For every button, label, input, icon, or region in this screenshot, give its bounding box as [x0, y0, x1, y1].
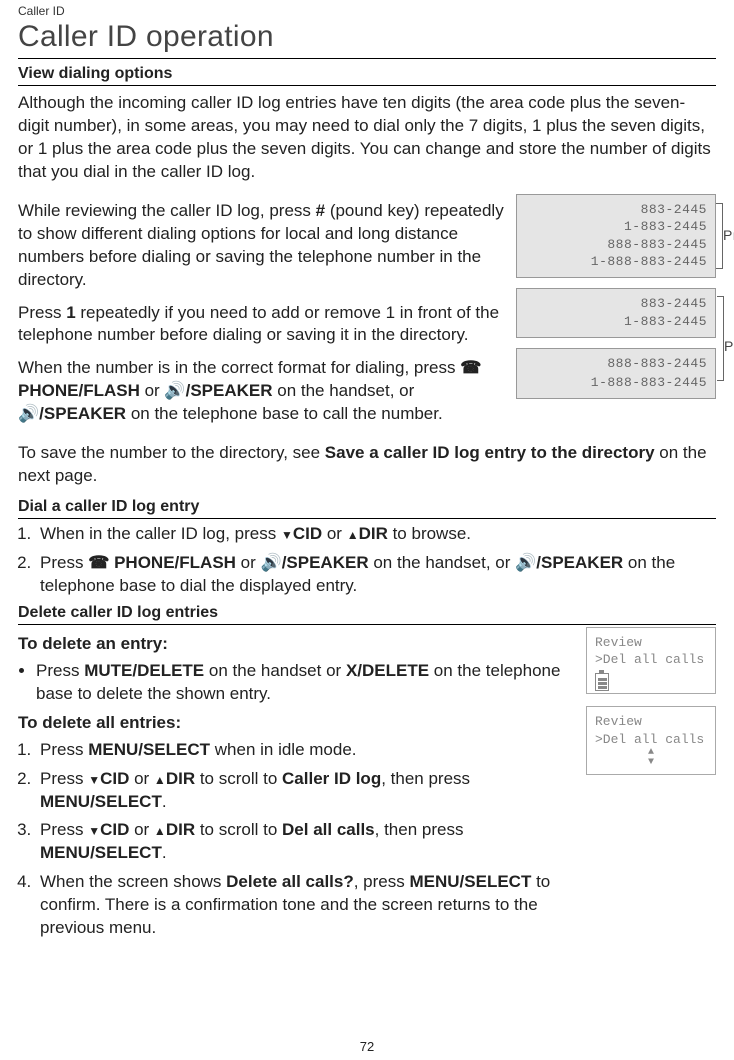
delall-step-1: Press MENU/SELECT when in idle mode.: [36, 739, 576, 762]
lcd-line: 883-2445: [525, 201, 707, 219]
sub-delete-all: To delete all entries:: [18, 712, 576, 735]
up-arrow-icon: ▲: [154, 773, 166, 787]
para-dial: When the number is in the correct format…: [18, 357, 506, 426]
lcd-line: >Del all calls: [595, 731, 707, 749]
delete-one-list: Press MUTE/DELETE on the handset or X/DE…: [18, 660, 576, 706]
lcd-line: Review: [595, 713, 707, 731]
delall-step-3: Press ▼CID or ▲DIR to scroll to Del all …: [36, 819, 576, 865]
up-arrow-icon: ▲: [347, 528, 359, 542]
up-arrow-icon: ▲: [154, 824, 166, 838]
down-arrow-icon: ▼: [88, 824, 100, 838]
speaker-icon: 🔊: [18, 404, 39, 423]
delete-all-steps: Press MENU/SELECT when in idle mode. Pre…: [18, 739, 576, 941]
para-save: To save the number to the directory, see…: [18, 442, 716, 488]
speaker-icon: 🔊: [164, 381, 185, 400]
delete-one-bullet: Press MUTE/DELETE on the handset or X/DE…: [36, 660, 576, 706]
lcd-review-1: Review >Del all calls: [586, 627, 716, 694]
header-category: Caller ID: [18, 0, 716, 18]
row-delete: To delete an entry: Press MUTE/DELETE on…: [18, 627, 716, 946]
speaker-icon: 🔊: [515, 553, 536, 572]
para-one: Press 1 repeatedly if you need to add or…: [18, 302, 506, 348]
key-one: 1: [66, 303, 75, 322]
press-hash-label: Press #: [723, 226, 734, 245]
key-hash: #: [316, 201, 325, 220]
battery-icon: [595, 669, 707, 687]
page-title: Caller ID operation: [18, 20, 716, 54]
dial-entry-steps: When in the caller ID log, press ▼CID or…: [18, 523, 716, 598]
lcd-line: 888-883-2445: [525, 355, 707, 373]
section-dial-entry: Dial a caller ID log entry: [18, 498, 716, 519]
dialing-diagram: 883-2445 1-883-2445 888-883-2445 1-888-8…: [516, 194, 716, 436]
title-rule: [18, 58, 716, 59]
row-dialing: While reviewing the caller ID log, press…: [18, 194, 716, 436]
section-view-dialing: View dialing options: [18, 65, 716, 86]
lcd-box-one-b: 888-883-2445 1-888-883-2445: [516, 348, 716, 398]
lcd-line: 1-883-2445: [525, 313, 707, 331]
lcd-line: Review: [595, 634, 707, 652]
down-arrow-icon: ▼: [281, 528, 293, 542]
step-1: When in the caller ID log, press ▼CID or…: [36, 523, 716, 546]
lcd-line: 888-883-2445: [525, 236, 707, 254]
lcd-box-hash: 883-2445 1-883-2445 888-883-2445 1-888-8…: [516, 194, 716, 278]
delete-text-col: To delete an entry: Press MUTE/DELETE on…: [18, 627, 576, 946]
manual-page: Caller ID Caller ID operation View diali…: [0, 0, 734, 1060]
delall-step-2: Press ▼CID or ▲DIR to scroll to Caller I…: [36, 768, 576, 814]
para-intro: Although the incoming caller ID log entr…: [18, 92, 716, 184]
lcd-box-one-a: 883-2445 1-883-2445: [516, 288, 716, 338]
delall-step-4: When the screen shows Delete all calls?,…: [36, 871, 576, 940]
section-delete: Delete caller ID log entries: [18, 604, 716, 625]
lcd-line: 883-2445: [525, 295, 707, 313]
step-2: Press ☎ PHONE/FLASH or 🔊/SPEAKER on the …: [36, 552, 716, 598]
nav-arrows-icon: ▲▼: [595, 748, 707, 768]
page-number: 72: [0, 1039, 734, 1054]
down-arrow-icon: ▼: [88, 773, 100, 787]
delete-lcd-col: Review >Del all calls Review >Del all ca…: [586, 627, 716, 946]
speaker-icon: 🔊: [261, 553, 282, 572]
lcd-line: >Del all calls: [595, 651, 707, 669]
phone-icon: ☎: [460, 358, 481, 377]
phone-icon: ☎: [88, 553, 114, 572]
lcd-line: 1-888-883-2445: [525, 374, 707, 392]
lcd-line: 1-888-883-2445: [525, 253, 707, 271]
dialing-text-col: While reviewing the caller ID log, press…: [18, 194, 506, 436]
press-one-label: Press 1: [724, 338, 734, 354]
sub-delete-one: To delete an entry:: [18, 633, 576, 656]
lcd-line: 1-883-2445: [525, 218, 707, 236]
para-hash: While reviewing the caller ID log, press…: [18, 200, 506, 292]
lcd-review-2: Review >Del all calls ▲▼: [586, 706, 716, 775]
